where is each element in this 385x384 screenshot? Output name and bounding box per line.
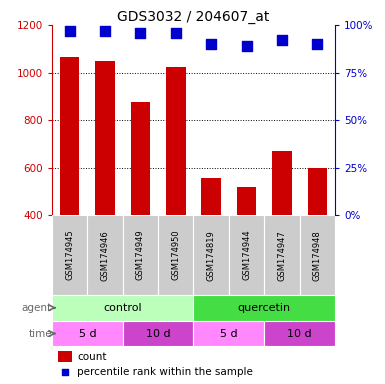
Bar [308,168,327,215]
Point [314,41,320,47]
Point [137,30,144,36]
Bar [229,215,264,295]
Bar [52,215,87,295]
Text: GSM174819: GSM174819 [207,230,216,281]
Text: 5 d: 5 d [79,329,96,339]
Bar [193,295,335,321]
Text: time: time [28,329,52,339]
Text: GSM174944: GSM174944 [242,230,251,280]
Bar [52,321,123,346]
Text: GSM174947: GSM174947 [277,230,286,281]
Text: 10 d: 10 d [287,329,312,339]
Bar [158,215,193,295]
Bar [237,187,256,215]
Bar [264,215,300,295]
Point [173,30,179,36]
Bar [123,321,193,346]
Point [279,37,285,43]
Text: agent: agent [22,303,52,313]
Bar [52,295,193,321]
Text: 5 d: 5 d [220,329,238,339]
Bar [272,151,291,215]
Point [102,28,108,34]
Bar [95,61,115,215]
Point [62,369,68,375]
Bar [166,67,186,215]
Bar [123,215,158,295]
Text: GSM174948: GSM174948 [313,230,322,281]
Point [208,41,214,47]
Title: GDS3032 / 204607_at: GDS3032 / 204607_at [117,10,270,24]
Text: control: control [104,303,142,313]
Text: quercetin: quercetin [238,303,291,313]
Text: GSM174950: GSM174950 [171,230,180,280]
Bar [193,321,264,346]
Bar [264,321,335,346]
Bar [87,215,123,295]
Bar [193,215,229,295]
Text: GSM174949: GSM174949 [136,230,145,280]
Bar [300,215,335,295]
Point [243,43,249,49]
Bar [201,178,221,215]
Text: GSM174945: GSM174945 [65,230,74,280]
Point [67,28,73,34]
Text: count: count [77,351,107,362]
Bar [58,351,72,362]
Text: 10 d: 10 d [146,329,171,339]
Bar [60,57,79,215]
Text: GSM174946: GSM174946 [100,230,110,281]
Text: percentile rank within the sample: percentile rank within the sample [77,367,253,377]
Bar [131,103,150,215]
